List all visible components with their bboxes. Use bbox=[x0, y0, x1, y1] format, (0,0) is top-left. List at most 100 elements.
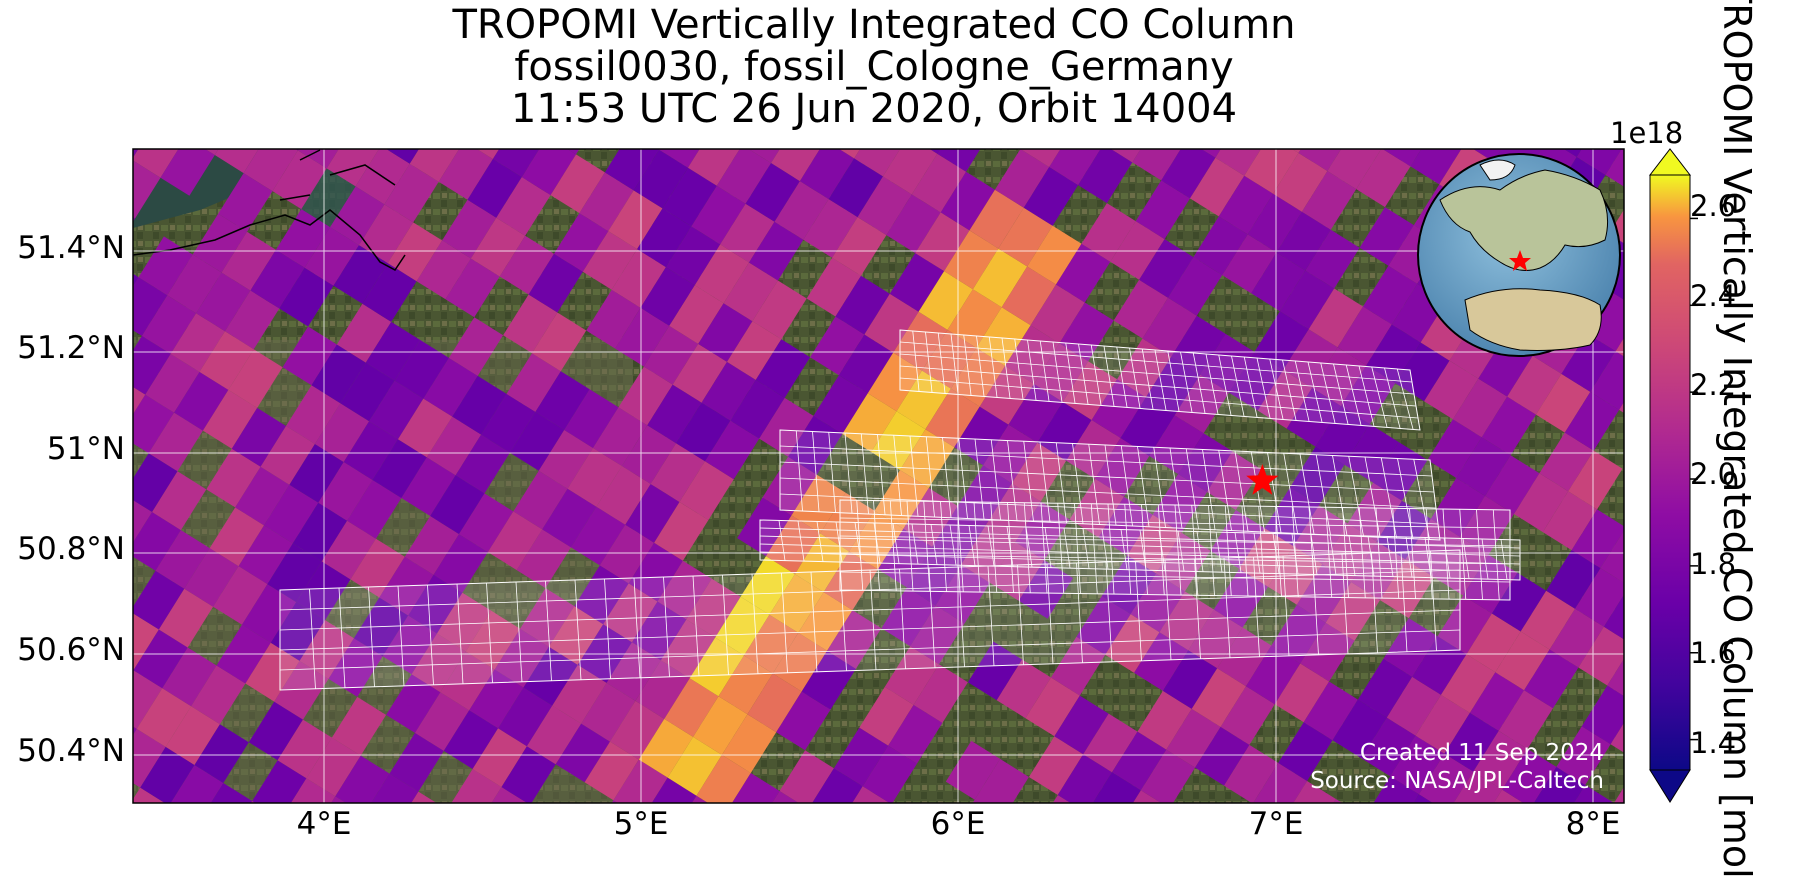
colorbar-tick-2-4: 2.4 bbox=[1690, 279, 1737, 313]
co-pixel bbox=[1054, 695, 1109, 755]
co-pixel bbox=[1542, 491, 1598, 551]
co-pixel bbox=[732, 773, 780, 803]
co-pixel bbox=[665, 226, 721, 286]
co-pixel bbox=[1276, 211, 1331, 271]
co-pixel bbox=[481, 393, 536, 453]
co-pixel bbox=[669, 285, 724, 344]
co-pixel bbox=[133, 629, 188, 689]
co-pixel bbox=[604, 149, 660, 191]
co-pixel bbox=[1656, 53, 1710, 112]
co-pixel bbox=[1466, 613, 1521, 673]
co-pixel bbox=[331, 796, 347, 803]
co-pixel bbox=[937, 149, 981, 172]
co-pixel bbox=[1519, 80, 1573, 139]
co-pixel bbox=[716, 149, 772, 204]
co-pixel bbox=[494, 628, 549, 688]
colorbar-tick-1-8: 1.8 bbox=[1690, 547, 1737, 581]
co-pixel bbox=[1130, 573, 1185, 633]
co-pixel bbox=[940, 171, 995, 231]
co-pixel bbox=[694, 244, 749, 304]
co-pixel bbox=[685, 68, 739, 127]
co-pixel bbox=[1441, 654, 1496, 713]
co-pixel bbox=[803, 199, 858, 258]
co-pixel bbox=[279, 267, 334, 327]
co-pixel bbox=[1506, 808, 1560, 851]
co-pixel bbox=[550, 154, 605, 214]
co-pixel bbox=[974, 758, 1029, 803]
co-pixel bbox=[455, 434, 510, 494]
title-line-1: TROPOMI Vertically Integrated CO Column bbox=[452, 2, 1296, 48]
target-grid-layer bbox=[279, 329, 1521, 691]
co-pixel bbox=[140, 746, 195, 803]
co-pixel bbox=[1117, 338, 1172, 398]
co-pixel bbox=[335, 755, 390, 803]
co-pixel bbox=[523, 646, 578, 706]
co-pixel bbox=[343, 421, 398, 480]
co-pixel bbox=[491, 787, 528, 803]
co-pixel bbox=[476, 149, 500, 159]
co-pixel bbox=[1493, 789, 1524, 803]
co-pixel bbox=[264, 484, 319, 544]
co-pixel bbox=[1166, 708, 1221, 768]
co-pixel bbox=[1286, 387, 1341, 447]
co-pixel bbox=[465, 610, 521, 670]
co-pixel bbox=[1581, 685, 1624, 745]
co-pixel bbox=[1246, 645, 1301, 705]
co-pixel bbox=[651, 777, 697, 803]
co-pixel bbox=[1607, 658, 1624, 696]
co-pixel bbox=[1023, 167, 1079, 226]
co-pixel bbox=[915, 212, 970, 272]
co-pixel bbox=[1524, 649, 1579, 709]
co-pixel bbox=[1140, 749, 1196, 803]
co-pixel bbox=[228, 349, 283, 408]
lat-label-50-6: 50.6°N bbox=[17, 632, 125, 668]
co-pixel bbox=[1533, 766, 1586, 803]
co-pixel bbox=[1333, 799, 1343, 803]
co-pixel bbox=[672, 343, 727, 403]
co-pixel bbox=[133, 386, 146, 415]
co-pixel bbox=[1444, 712, 1499, 772]
co-pixel bbox=[1437, 595, 1492, 655]
co-pixel bbox=[1619, 402, 1624, 413]
globe-africa bbox=[1464, 288, 1602, 351]
co-pixel bbox=[752, 280, 807, 340]
co-pixel bbox=[812, 768, 863, 803]
co-pixel bbox=[1473, 730, 1528, 790]
co-pixel bbox=[954, 406, 1009, 466]
co-pixel bbox=[499, 235, 554, 295]
co-pixel bbox=[548, 606, 604, 665]
co-pixel bbox=[621, 425, 677, 484]
co-pixel bbox=[925, 388, 980, 448]
co-pixel bbox=[1112, 731, 1167, 791]
map-frame bbox=[132, 148, 1625, 804]
co-pixel bbox=[1590, 351, 1624, 410]
co-pixel bbox=[567, 149, 580, 155]
co-pixel bbox=[584, 741, 639, 801]
co-pixel bbox=[238, 525, 293, 585]
co-pixel bbox=[1011, 442, 1067, 502]
colorbar-tick-1-6: 1.6 bbox=[1690, 636, 1737, 670]
co-pixel bbox=[306, 737, 361, 797]
co-pixel bbox=[957, 465, 1012, 525]
co-pixel bbox=[141, 295, 197, 354]
co-pixel bbox=[1135, 180, 1190, 240]
co-pixel bbox=[1244, 149, 1299, 194]
co-pixel bbox=[910, 605, 965, 665]
co-pixel bbox=[640, 267, 695, 326]
co-pixel bbox=[1549, 608, 1604, 668]
co-pixel bbox=[740, 556, 795, 615]
co-pixel bbox=[1158, 81, 1212, 140]
co-pixel bbox=[286, 385, 341, 444]
co-pixel bbox=[779, 750, 834, 803]
target-star-marker bbox=[1246, 464, 1279, 495]
co-pixel bbox=[1210, 510, 1265, 569]
co-pixel bbox=[842, 393, 897, 452]
co-pixel bbox=[801, 650, 856, 710]
co-pixel bbox=[1303, 681, 1358, 741]
co-pixel bbox=[430, 475, 485, 535]
co-pixel bbox=[277, 719, 332, 779]
co-pixel bbox=[1110, 149, 1141, 163]
co-pixel bbox=[218, 173, 273, 232]
co-pixel bbox=[158, 588, 214, 648]
co-pixel bbox=[496, 177, 551, 236]
